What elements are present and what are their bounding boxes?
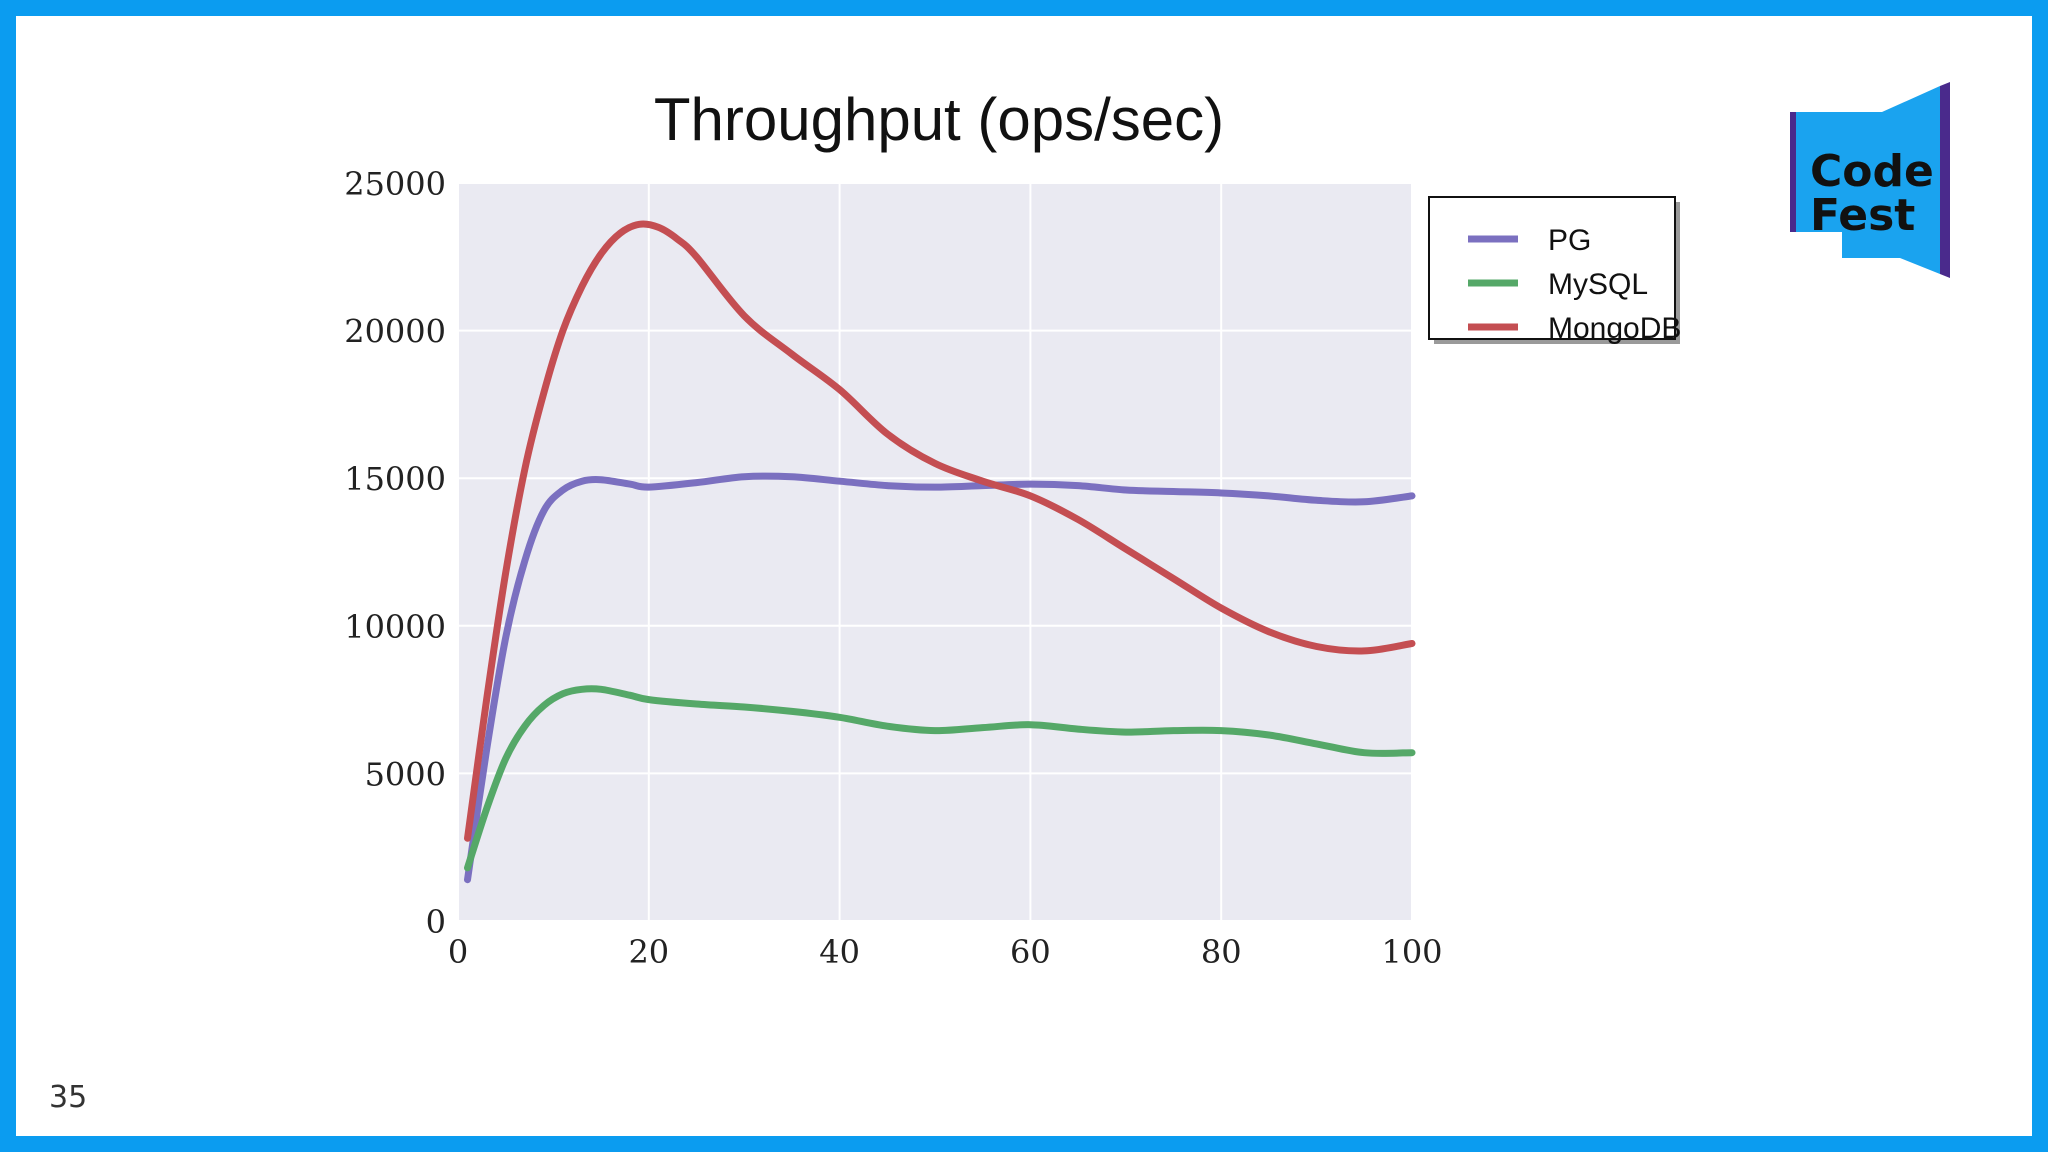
- codefest-logo: Code Fest: [1790, 82, 1950, 278]
- plot-area: [458, 183, 1412, 921]
- chart-title: Throughput (ops/sec): [654, 86, 1224, 153]
- series-line-pg: [464, 472, 1416, 884]
- throughput-chart: Throughput (ops/sec) 0 20 40 60 80 100 0 5000 10…: [344, 82, 1950, 971]
- logo-text-code: Code: [1810, 146, 1934, 197]
- logo-shadow: [1940, 82, 1950, 278]
- y-tick-label: 25000: [344, 165, 446, 203]
- slide-number: 35: [49, 1080, 88, 1115]
- legend-label-mongodb: MongoDB: [1548, 312, 1681, 345]
- series-lines: [464, 220, 1416, 884]
- series-line-mongodb: [464, 220, 1416, 842]
- legend-label-mysql: MySQL: [1548, 268, 1648, 301]
- y-tick-label: 0: [426, 903, 446, 941]
- x-tick-label: 20: [628, 933, 669, 971]
- x-tick-label: 80: [1201, 933, 1242, 971]
- y-tick-label: 5000: [365, 755, 446, 793]
- logo-text-fest: Fest: [1810, 190, 1915, 241]
- y-tick-label: 15000: [344, 460, 446, 498]
- logo-edge: [1790, 112, 1796, 232]
- logo-shape: [1794, 86, 1940, 274]
- x-tick-label: 100: [1381, 933, 1442, 971]
- axis-ticks: 0 20 40 60 80 100 0 5000 10000 15000 20000 25000: [344, 165, 1442, 971]
- legend-box: [1428, 196, 1676, 340]
- x-tick-label: 40: [819, 933, 860, 971]
- legend-label-pg: PG: [1548, 224, 1591, 257]
- y-tick-label: 10000: [344, 608, 446, 646]
- x-tick-label: 0: [448, 933, 468, 971]
- legend: PG MySQL MongoDB: [1428, 196, 1681, 345]
- slide: Throughput (ops/sec) 0 20 40 60 80 100 0 5000 10…: [16, 16, 2032, 1136]
- grid-lines: [457, 182, 1413, 922]
- y-tick-label: 20000: [344, 313, 446, 351]
- x-tick-label: 60: [1010, 933, 1051, 971]
- series-line-mysql: [464, 685, 1416, 872]
